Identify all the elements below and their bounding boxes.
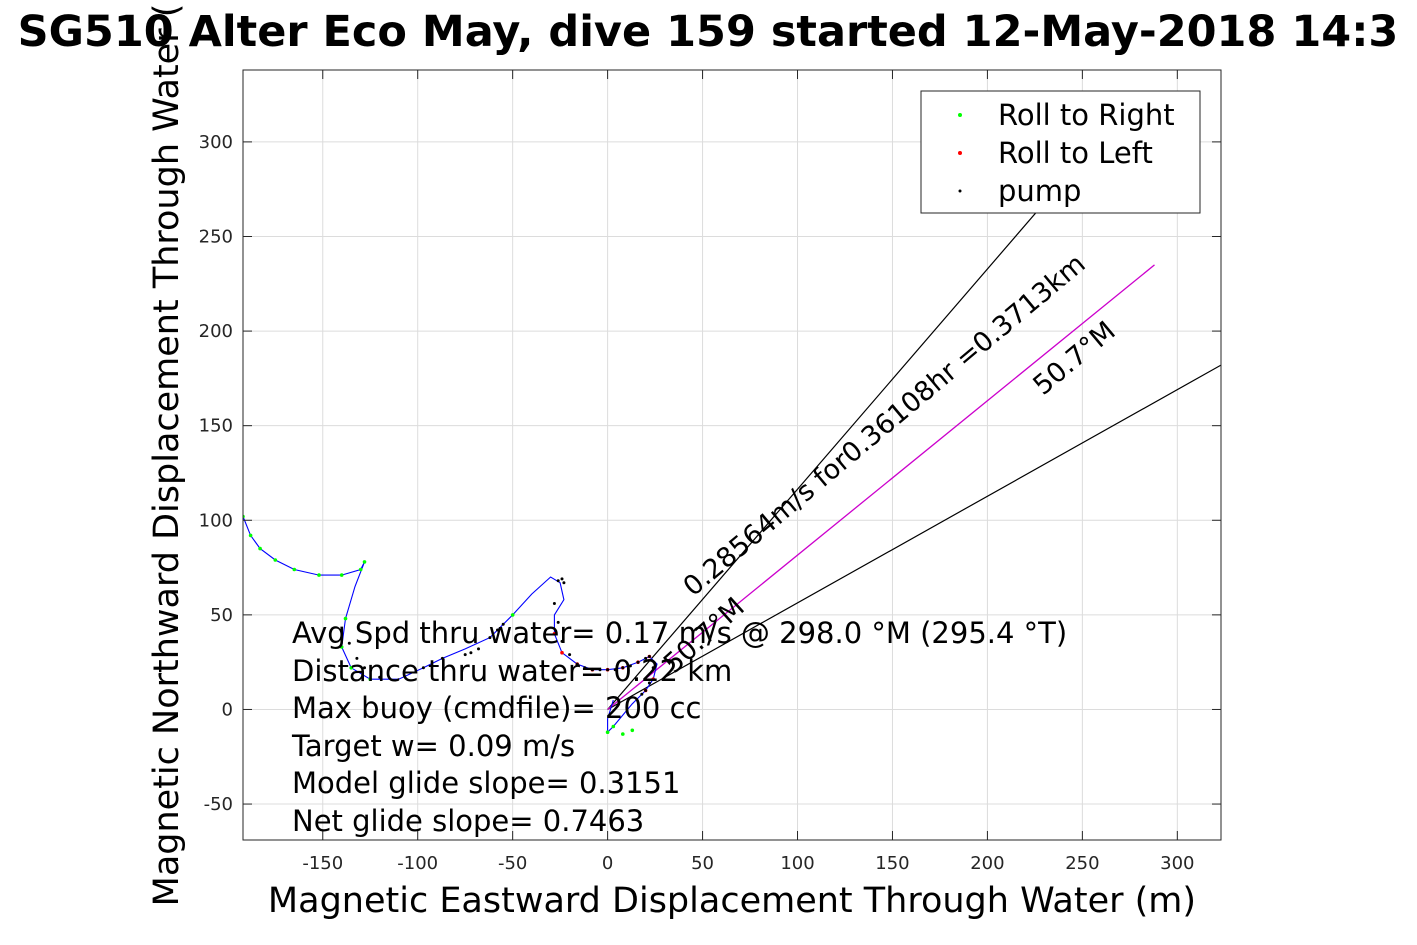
pump-point [488, 636, 492, 640]
y-tick-label: 100 [199, 510, 233, 531]
roll-right-point [510, 613, 515, 617]
y-tick-label: -50 [204, 794, 233, 815]
stat-model-glide: Model glide slope= 0.3151 [292, 766, 680, 800]
x-tick-label: 250 [1065, 853, 1099, 874]
pump-point [556, 620, 560, 624]
pump-point [562, 581, 566, 585]
x-tick-label: 0 [602, 853, 613, 874]
roll-right-point [611, 724, 616, 729]
roll-right-point [368, 677, 373, 681]
chart-title: SG510 Alter Eco May, dive 159 started 12… [18, 7, 1399, 57]
x-tick-label: -50 [498, 853, 527, 874]
stat-avg-speed: Avg Spd thru water= 0.17 m/s @ 298.0 °M … [292, 616, 1067, 650]
ticks: -150 -100 -50 0 50 100 150 200 250 300 -50 0 50 100 15… [199, 70, 1221, 874]
data-layer [243, 132, 1221, 736]
x-axis-label: Magnetic Eastward Displacement Through W… [268, 881, 1196, 921]
roll-right-point [358, 567, 363, 572]
roll-right-point [339, 573, 344, 577]
x-tick-label: 150 [875, 853, 909, 874]
stat-target-w: Target w= 0.09 m/s [291, 729, 575, 763]
roll-left-point [651, 677, 655, 681]
pump-point [440, 656, 444, 660]
y-tick-label: 0 [222, 699, 233, 720]
plot-frame [242, 69, 1222, 841]
pump-point [621, 666, 625, 670]
pump-point [501, 622, 505, 626]
pump-point [421, 666, 425, 670]
dive-track-line [243, 516, 658, 734]
pump-point [640, 692, 644, 696]
legend-label-pump: pump [998, 174, 1081, 208]
legend-marker-roll-left [958, 151, 962, 155]
legend: Roll to Right Roll to Left pump [920, 90, 1201, 214]
pump-point [469, 651, 473, 655]
pump-point [590, 668, 594, 672]
x-tick-label: 50 [691, 853, 714, 874]
legend-marker-roll-right [958, 113, 962, 117]
x-tick-label: 200 [970, 853, 1004, 874]
pump-point [355, 656, 359, 660]
legend-marker-pump [958, 189, 962, 193]
y-tick-label: 50 [210, 605, 233, 626]
y-axis-label: Magnetic Northward Displacement Through … [147, 4, 187, 907]
x-tick-label: 100 [780, 853, 814, 874]
pump-point [378, 675, 382, 679]
roll-right-point [292, 567, 297, 572]
x-tick-label: -150 [302, 853, 343, 874]
y-tick-label: 300 [199, 132, 233, 153]
roll-left-point [560, 650, 564, 655]
pump-point [363, 666, 366, 670]
legend-label-roll-left: Roll to Left [998, 136, 1153, 170]
stat-net-glide: Net glide slope= 0.7463 [292, 804, 644, 838]
roll-right-point [621, 732, 625, 736]
heading-line [607, 364, 1221, 711]
pump-point [560, 639, 564, 643]
y-tick-label: 150 [199, 416, 233, 437]
pump-point [463, 653, 467, 657]
heading-line [607, 132, 1106, 710]
y-tick-label: 250 [199, 226, 233, 247]
pump-point [552, 602, 556, 605]
pump-point [575, 662, 579, 666]
stat-distance: Distance thru water= 0.22 km [292, 654, 732, 688]
pump-point [628, 664, 632, 668]
pump-point [598, 668, 602, 672]
pump-point [651, 666, 655, 670]
x-tick-label: -100 [397, 853, 438, 874]
roll-right-point [343, 616, 348, 621]
pump-point [347, 641, 351, 645]
pump-point [496, 628, 499, 632]
pump-point [644, 656, 648, 660]
roll-right-point [273, 558, 278, 562]
roll-left-point [552, 632, 557, 636]
stats-annotations: Avg Spd thru water= 0.17 m/s @ 298.0 °M … [291, 616, 1067, 838]
roll-right-point [339, 645, 344, 649]
magenta-net-track [607, 264, 1155, 711]
roll-right-point [605, 730, 610, 734]
pump-point [477, 647, 480, 651]
legend-box [920, 90, 1201, 214]
pump-point [636, 660, 640, 664]
stat-max-buoy: Max buoy (cmdfile)= 200 cc [292, 691, 701, 725]
roll-right-point [362, 560, 367, 564]
pump-point [647, 655, 651, 658]
pump-point [583, 666, 587, 670]
pump-point [556, 579, 560, 583]
x-tick-label: 300 [1160, 853, 1194, 874]
roll-right-point [317, 573, 321, 577]
pump-point [644, 689, 648, 692]
pump-point [647, 681, 651, 685]
roll-right-point [630, 728, 635, 733]
pump-point [606, 668, 610, 672]
pump-point [560, 577, 564, 581]
roll-right-point [258, 546, 262, 551]
roll-right-point [349, 666, 354, 670]
legend-label-roll-right: Roll to Right [998, 98, 1175, 132]
roll-right-point [248, 533, 253, 538]
pump-point [568, 653, 572, 657]
y-tick-label: 200 [199, 321, 233, 342]
pump-point [613, 668, 617, 672]
